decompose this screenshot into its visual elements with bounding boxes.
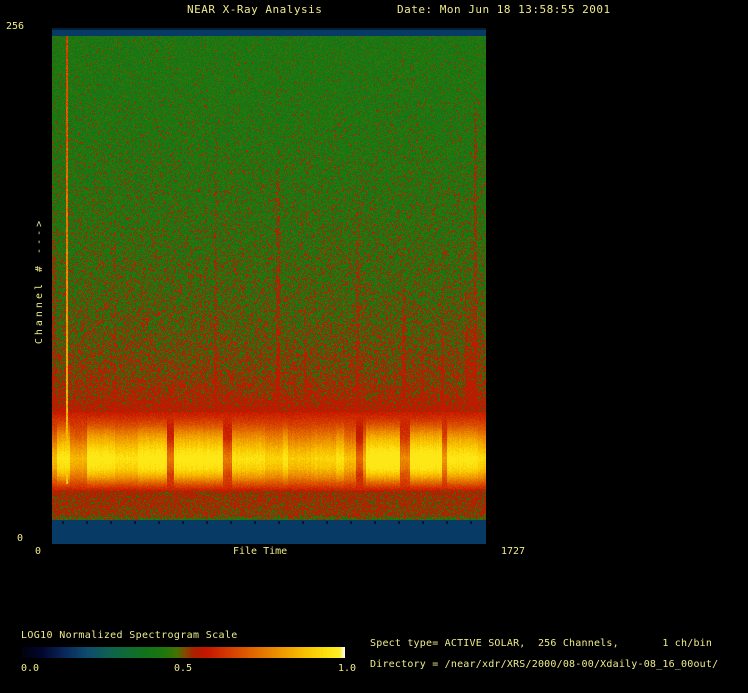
y-axis-title: Channel # ---> xyxy=(34,217,45,345)
colorbar-tick-0: 0.0 xyxy=(21,663,40,674)
colorbar-gradient xyxy=(22,647,345,658)
y-axis-min-label: 0 xyxy=(17,533,24,544)
directory-info: Directory = /near/xdr/XRS/2000/08-00/Xda… xyxy=(370,659,719,670)
colorbar-title: LOG10 Normalized Spectrogram Scale xyxy=(21,630,238,641)
spectrogram-image xyxy=(52,28,486,544)
colorbar-tick-05: 0.5 xyxy=(174,663,193,674)
date-label: Date: Mon Jun 18 13:58:55 2001 xyxy=(397,3,611,16)
x-axis-title: File Time xyxy=(233,546,288,557)
x-axis-max-label: 1727 xyxy=(501,546,526,557)
y-axis-max-label: 256 xyxy=(6,21,25,32)
colorbar-tick-1: 1.0 xyxy=(338,663,357,674)
page-title: NEAR X-Ray Analysis xyxy=(187,3,323,16)
spect-type-info: Spect type= ACTIVE SOLAR, 256 Channels, … xyxy=(370,638,713,649)
x-axis-min-label: 0 xyxy=(35,546,42,557)
